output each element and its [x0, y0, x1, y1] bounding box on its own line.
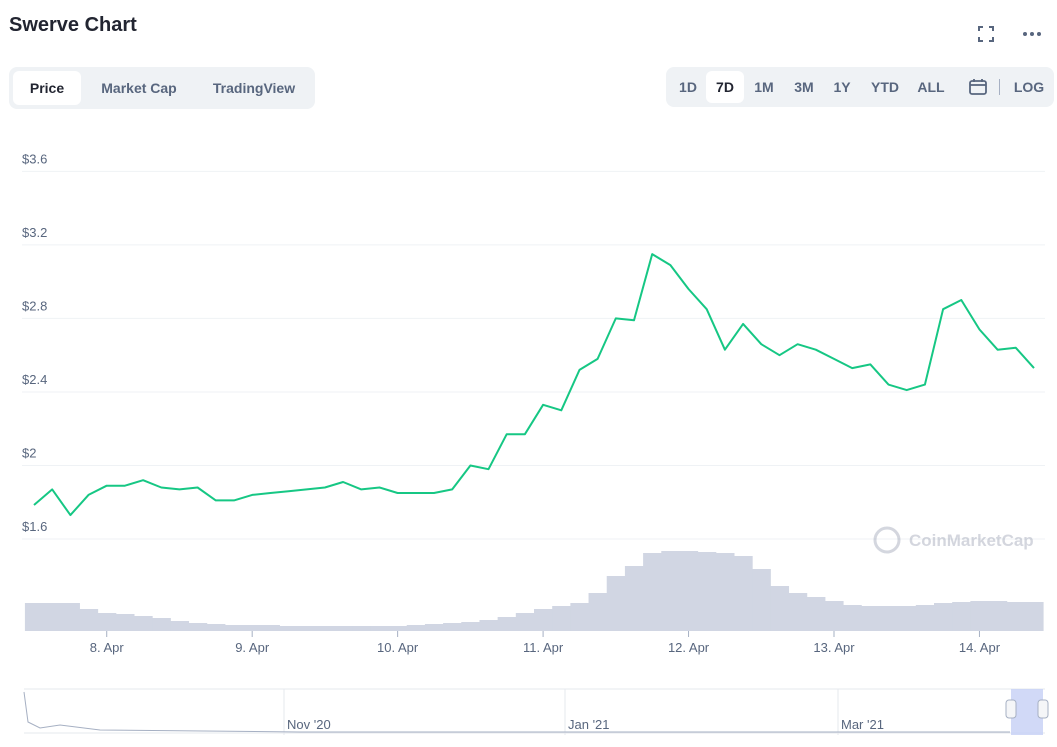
volume-bar — [261, 625, 280, 631]
volume-bar — [661, 551, 680, 631]
volume-bar — [388, 626, 408, 631]
top-icons[interactable] — [976, 24, 1046, 44]
y-tick-label: $2.8 — [22, 298, 47, 313]
volume-bar — [970, 601, 990, 631]
x-tick-label: 14. Apr — [959, 640, 1001, 655]
volume-bar — [552, 606, 571, 631]
x-tick-label: 8. Apr — [90, 640, 125, 655]
volume-bar — [497, 617, 517, 631]
volume-bar — [188, 623, 208, 631]
volume-bar — [370, 626, 390, 631]
x-tick-label: 11. Apr — [523, 640, 564, 655]
y-tick-label: $2 — [22, 445, 36, 460]
volume-bar — [334, 626, 353, 631]
volume-bar — [697, 552, 717, 631]
y-tick-label: $1.6 — [22, 519, 47, 534]
volume-bar — [606, 576, 626, 631]
volume-bar — [788, 593, 808, 631]
navigator-label: Nov '20 — [287, 717, 331, 732]
watermark-text: CoinMarketCap — [909, 531, 1034, 550]
volume-bar — [115, 614, 135, 631]
tab-price[interactable]: Price — [13, 71, 81, 105]
range-all[interactable]: ALL — [917, 79, 945, 95]
volume-bar — [679, 551, 699, 631]
volume-bar — [479, 620, 499, 631]
x-tick-label: 12. Apr — [668, 640, 710, 655]
volume-bar — [424, 624, 444, 631]
range-3m[interactable]: 3M — [794, 79, 814, 95]
volume-bar — [588, 593, 608, 631]
volume-bar — [734, 556, 753, 631]
volume-bar — [1024, 602, 1044, 631]
volume-bar — [534, 609, 553, 631]
volume-bar — [134, 616, 153, 631]
range-1d[interactable]: 1D — [679, 79, 697, 95]
volume-bar — [461, 622, 480, 631]
navigator-label: Jan '21 — [568, 717, 610, 732]
volume-bar — [297, 626, 317, 631]
navigator-label: Mar '21 — [841, 717, 884, 732]
range-7d[interactable]: 7D — [706, 71, 744, 103]
volume-bar — [861, 606, 880, 631]
page-title: Swerve Chart — [9, 14, 137, 36]
range-group: 1D 7D 1M 3M 1Y YTD ALL LOG — [666, 67, 1054, 107]
volume-bar — [824, 601, 844, 631]
watermark: CoinMarketCap — [873, 526, 1034, 554]
divider — [999, 79, 1000, 95]
volume-bar — [315, 626, 335, 631]
y-tick-label: $3.6 — [22, 151, 47, 166]
volume-bar — [243, 625, 262, 631]
tab-group: Price Market Cap TradingView — [9, 67, 315, 109]
volume-bar — [406, 625, 426, 631]
volume-bar — [770, 586, 790, 631]
volume-bar — [934, 603, 953, 631]
volume-bar — [879, 606, 899, 631]
volume-bar — [1006, 602, 1026, 631]
volume-bar — [443, 623, 462, 631]
tab-tradingview[interactable]: TradingView — [212, 80, 296, 96]
volume-bar — [352, 626, 371, 631]
volume-bar — [897, 606, 917, 631]
volume-bar — [915, 605, 935, 631]
x-tick-label: 10. Apr — [377, 640, 419, 655]
volume-bar — [206, 624, 226, 631]
calendar-icon[interactable] — [968, 78, 988, 96]
volume-bar — [843, 605, 862, 631]
volume-bar — [61, 603, 80, 631]
y-tick-label: $2.4 — [22, 372, 47, 387]
volume-bar — [752, 569, 771, 631]
volume-bar — [624, 566, 644, 631]
volume-bar — [515, 613, 535, 631]
y-tick-label: $3.2 — [22, 225, 47, 240]
range-1m[interactable]: 1M — [754, 79, 774, 95]
volume-bar — [643, 553, 662, 631]
volume-bar — [224, 625, 244, 631]
price-line — [33, 253, 1035, 517]
volume-bar — [97, 613, 117, 631]
range-ytd[interactable]: YTD — [871, 79, 899, 95]
plot: $1.6 $2 $2.4 $2.8 $3.2 $3.6 8. Apr 9. Apr 10. Ap… — [22, 151, 1045, 655]
navigator: Nov '20 Jan '21 Mar '21 — [23, 688, 1049, 735]
volume-bar — [988, 601, 1008, 631]
volume-bar — [79, 609, 99, 631]
log-button[interactable]: LOG — [1013, 79, 1045, 95]
x-tick-label: 13. Apr — [813, 640, 855, 655]
volume-bar — [715, 553, 735, 631]
range-1y[interactable]: 1Y — [833, 79, 851, 95]
volume-bar — [152, 618, 171, 631]
volume-bar — [806, 597, 826, 631]
x-tick-label: 9. Apr — [235, 640, 270, 655]
volume-bar — [570, 603, 590, 631]
volume-bar — [279, 626, 299, 631]
volume-bar — [24, 603, 44, 631]
volume-bar — [952, 602, 971, 631]
volume-bar — [43, 603, 62, 631]
tab-market-cap[interactable]: Market Cap — [101, 80, 177, 96]
volume-bar — [170, 621, 190, 631]
